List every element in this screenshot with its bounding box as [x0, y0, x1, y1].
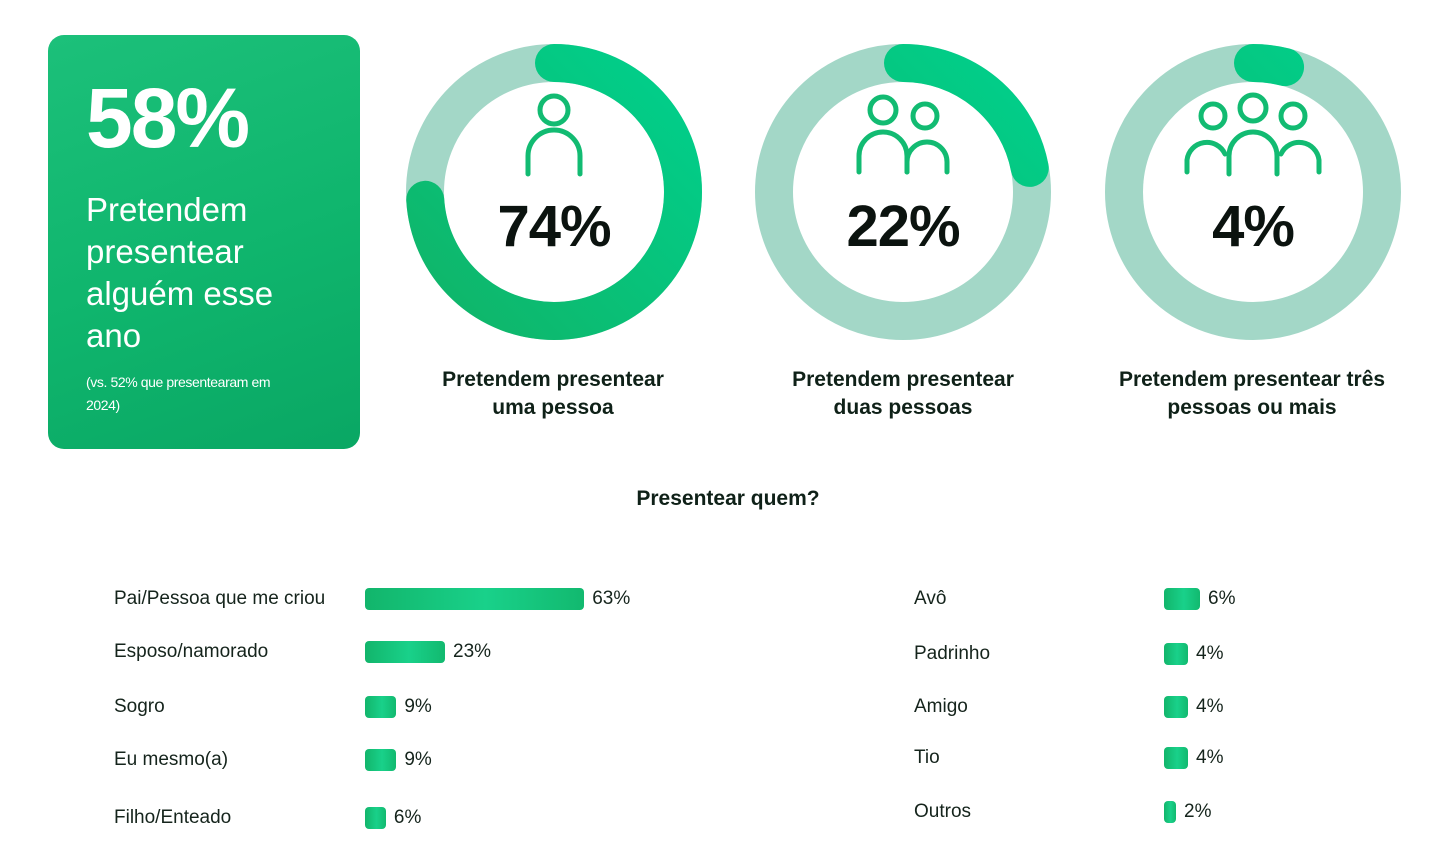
caption-line: duas pessoas — [833, 396, 973, 419]
hero-percentage: 58% — [86, 71, 250, 165]
bar-value-label: 4% — [1196, 747, 1224, 768]
bar-category-label: Filho/Enteado — [114, 807, 232, 828]
donut-arc — [406, 44, 702, 340]
bar — [365, 641, 446, 663]
bar — [1164, 801, 1176, 823]
bar-category-label: Sogro — [114, 696, 165, 717]
bar-value-label: 4% — [1196, 696, 1224, 717]
caption-line: pessoas ou mais — [1167, 396, 1337, 419]
donut-arc — [1105, 44, 1401, 340]
bar — [1164, 747, 1188, 769]
bar — [1164, 588, 1200, 610]
bar-category-label: Tio — [914, 747, 940, 768]
donut-ring — [755, 44, 1051, 340]
bar-chart-title: Presentear quem? — [636, 487, 820, 510]
bar-value-label: 9% — [404, 696, 432, 717]
caption-line: Pretendem presentear — [442, 368, 664, 391]
bar-row: Filho/Enteado 6% — [114, 806, 685, 830]
bar-value-label: 4% — [1196, 643, 1224, 664]
two-people-icon — [856, 94, 950, 175]
donut-one-person: 74% — [402, 40, 706, 344]
donut-caption: Pretendem presentear uma pessoa — [383, 366, 723, 422]
hero-description: Pretendem presentear alguém esse ano — [86, 191, 274, 354]
donut-two-people: 22% — [751, 40, 1055, 344]
bar-category-label: Esposo/namorado — [114, 641, 269, 662]
bar-value-label: 2% — [1184, 801, 1212, 822]
bar-category-label: Padrinho — [914, 643, 991, 664]
donut-caption: Pretendem presentear três pessoas ou mai… — [1082, 366, 1422, 422]
group-people-icon — [1184, 92, 1322, 177]
bar-category-label: Amigo — [914, 696, 968, 717]
bar-value-label: 23% — [453, 641, 492, 662]
hero-comparison-note: (vs. 52% que presentearam em 2024) — [86, 374, 271, 413]
donut-ring — [1105, 44, 1401, 340]
bar — [365, 696, 397, 718]
person-icon — [525, 93, 583, 177]
donut-three-plus-people: 4% — [1101, 40, 1405, 344]
donut-percentage: 4% — [1212, 194, 1295, 259]
donut-caption: Pretendem presentear duas pessoas — [733, 366, 1073, 422]
bar-row: Sogro 9% — [114, 695, 685, 719]
bar-category-label: Pai/Pessoa que me criou — [114, 588, 326, 609]
bar-row: Padrinho 4% — [914, 642, 1456, 666]
bar — [1164, 643, 1188, 665]
bar-row: Eu mesmo(a) 9% — [114, 748, 685, 772]
caption-line: Pretendem presentear três — [1118, 368, 1386, 391]
donut-percentage: 74% — [497, 194, 611, 259]
donut-percentage: 22% — [846, 194, 960, 259]
bar-row: Tio 4% — [914, 746, 1456, 770]
bar-row: Outros 2% — [914, 800, 1456, 824]
bar — [365, 749, 397, 771]
bar-value-label: 63% — [592, 588, 631, 609]
bar-value-label: 9% — [404, 749, 432, 770]
bar-category-label: Outros — [914, 801, 972, 822]
bar-category-label: Avô — [914, 588, 947, 609]
bar-row: Amigo 4% — [914, 695, 1456, 719]
bar-row: Esposo/namorado 23% — [114, 640, 685, 664]
bar — [365, 588, 585, 610]
donut-ring — [406, 44, 702, 340]
bar-row: Avô 6% — [914, 587, 1456, 611]
bar-category-label: Eu mesmo(a) — [114, 749, 229, 770]
caption-line: uma pessoa — [492, 396, 614, 419]
donut-arc — [755, 44, 1051, 340]
bar-row: Pai/Pessoa que me criou 63% — [114, 587, 685, 611]
bar — [1164, 696, 1188, 718]
hero-card: 58% Pretendem presentear alguém esse ano… — [48, 35, 360, 449]
bar-value-label: 6% — [393, 807, 422, 828]
bar-value-label: 6% — [1208, 588, 1236, 609]
bar — [365, 807, 386, 829]
caption-line: Pretendem presentear — [792, 368, 1014, 391]
